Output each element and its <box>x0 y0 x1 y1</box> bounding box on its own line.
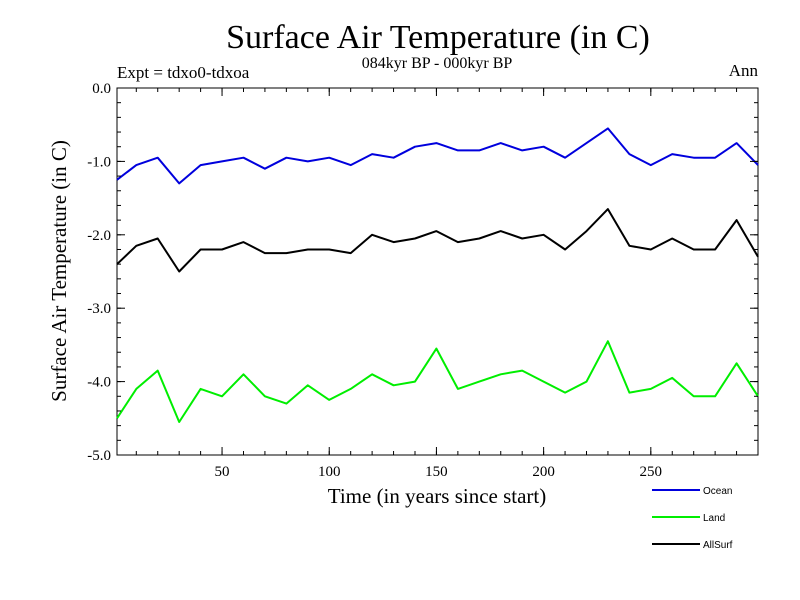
legend-label-land: Land <box>703 513 725 524</box>
series-line-ocean <box>116 127 759 185</box>
series-line-allsurf <box>116 208 759 273</box>
x-tick-label: 100 <box>318 464 341 480</box>
series-layer <box>116 127 759 423</box>
x-tick-label: 150 <box>425 464 448 480</box>
x-tick-label: 200 <box>532 464 555 480</box>
y-axis-label: Surface Air Temperature (in C) <box>47 140 71 402</box>
legend-label-allsurf: AllSurf <box>703 540 733 551</box>
y-tick-label: -4.0 <box>87 375 111 391</box>
expt-label: Expt = tdxo0-tdxoa <box>117 63 250 82</box>
x-tick-label: 250 <box>640 464 663 480</box>
y-tick-label: -5.0 <box>87 448 111 464</box>
x-axis-label: Time (in years since start) <box>328 484 547 508</box>
y-tick-label: -3.0 <box>87 301 111 317</box>
legend: Ocean Land AllSurf <box>652 486 733 551</box>
y-tick-label: -2.0 <box>87 228 111 244</box>
x-tick-label: 50 <box>215 464 230 480</box>
plot-frame <box>116 87 759 456</box>
chart-subtitle: 084kyr BP - 000kyr BP <box>362 55 513 72</box>
y-tick-label: 0.0 <box>92 81 111 97</box>
y-axis: -5.0 -4.0 -3.0 -2.0 -1.0 0.0 <box>87 81 758 464</box>
chart-title: Surface Air Temperature (in C) <box>226 19 650 56</box>
x-axis: 50 100 150 200 250 <box>135 88 738 480</box>
legend-label-ocean: Ocean <box>703 486 732 497</box>
y-tick-label: -1.0 <box>87 154 111 170</box>
series-line-land <box>116 340 759 423</box>
period-label: Ann <box>729 61 759 80</box>
